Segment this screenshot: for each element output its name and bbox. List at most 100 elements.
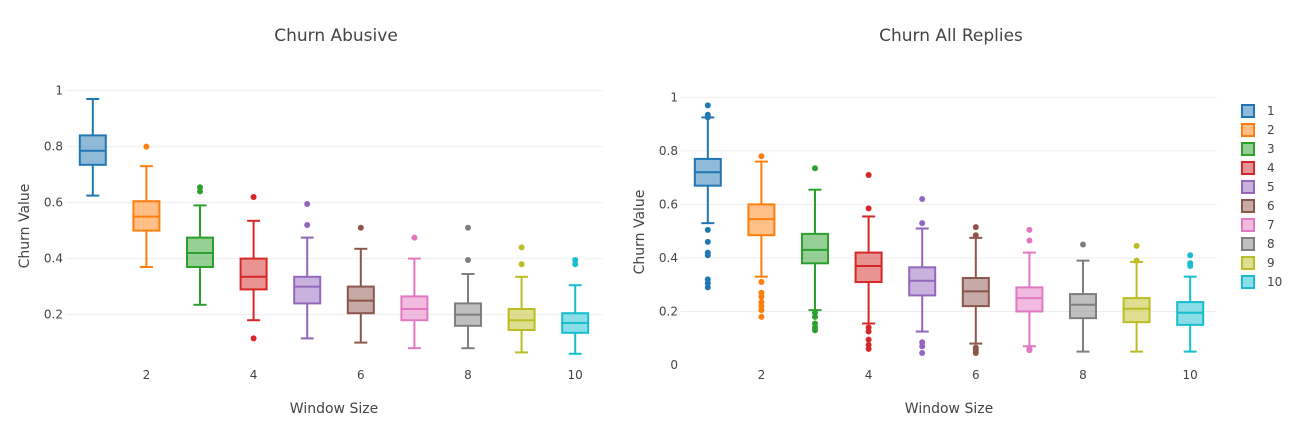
outlier-point xyxy=(411,234,418,241)
box-series-1[interactable] xyxy=(78,98,107,197)
outlier-point xyxy=(758,313,765,320)
box-series-5[interactable] xyxy=(908,196,937,356)
outlier-point xyxy=(704,102,711,109)
outlier-point xyxy=(812,165,818,172)
legend-item-1[interactable]: 1 xyxy=(1241,104,1275,118)
box-series-3[interactable] xyxy=(801,165,829,334)
box-series-5[interactable] xyxy=(293,201,322,340)
outlier-point xyxy=(1026,226,1033,233)
box-series-10[interactable] xyxy=(1176,252,1205,353)
legend-swatch xyxy=(1241,123,1255,137)
outlier-point xyxy=(919,349,926,356)
outlier-point xyxy=(518,244,525,251)
outlier-point xyxy=(812,327,818,334)
legend-label: 4 xyxy=(1267,161,1275,175)
legend-swatch xyxy=(1241,237,1255,251)
box-series-3[interactable] xyxy=(186,184,214,306)
box-series-8[interactable] xyxy=(1069,241,1097,353)
outlier-point xyxy=(865,328,872,335)
box-series-1[interactable] xyxy=(693,102,722,291)
outlier-point xyxy=(972,224,979,231)
box-series-4[interactable] xyxy=(239,194,268,342)
legend-swatch xyxy=(1241,104,1255,118)
legend-item-2[interactable]: 2 xyxy=(1241,123,1275,137)
iqr-box xyxy=(239,257,268,291)
legend-item-7[interactable]: 7 xyxy=(1241,218,1275,232)
legend-item-6[interactable]: 6 xyxy=(1241,199,1275,213)
boxes xyxy=(693,102,1205,356)
outlier-point xyxy=(704,114,711,121)
box-series-10[interactable] xyxy=(561,257,590,355)
legend-swatch xyxy=(1241,218,1255,232)
x-axis-label: Window Size xyxy=(905,401,993,417)
box-series-6[interactable] xyxy=(961,224,990,356)
y-tick-label: 0.2 xyxy=(659,304,678,318)
outlier-point xyxy=(704,252,711,259)
outlier-point xyxy=(919,196,926,203)
chart-title: Churn All Replies xyxy=(879,26,1023,46)
y-ticks: 0 0.2 0.4 0.6 0.8 1 xyxy=(659,90,678,372)
legend-label: 2 xyxy=(1267,123,1275,137)
box-series-6[interactable] xyxy=(346,224,375,344)
iqr-box xyxy=(801,232,829,265)
outlier-point xyxy=(143,143,150,150)
legend-item-10[interactable]: 10 xyxy=(1241,275,1282,289)
outlier-point xyxy=(919,220,926,227)
legend-label: 8 xyxy=(1267,237,1275,251)
outlier-point xyxy=(304,201,311,207)
x-tick-label: 2 xyxy=(143,368,151,382)
outlier-point xyxy=(357,224,364,231)
x-tick-label: 10 xyxy=(1183,368,1198,382)
x-tick-label: 6 xyxy=(357,368,365,382)
outlier-point xyxy=(1026,237,1033,244)
outlier-point xyxy=(1187,262,1194,269)
iqr-box xyxy=(854,251,883,284)
x-tick-label: 8 xyxy=(1079,368,1087,382)
outlier-point xyxy=(465,224,471,231)
box-series-8[interactable] xyxy=(454,224,482,350)
outlier-point xyxy=(465,257,471,263)
outlier-point xyxy=(758,293,765,300)
legend-item-4[interactable]: 4 xyxy=(1241,161,1275,175)
legend-item-3[interactable]: 3 xyxy=(1241,142,1275,156)
legend-label: 6 xyxy=(1267,199,1275,213)
box-series-7[interactable] xyxy=(400,234,429,350)
legend-swatch xyxy=(1241,161,1255,175)
outlier-point xyxy=(572,257,579,263)
chart-title: Churn Abusive xyxy=(274,26,398,46)
y-tick-label: 0.6 xyxy=(44,196,63,210)
legend-item-5[interactable]: 5 xyxy=(1241,180,1275,194)
outlier-point xyxy=(518,261,525,268)
y-tick-label: 1 xyxy=(670,90,678,104)
iqr-box xyxy=(1069,293,1097,320)
box-series-9[interactable] xyxy=(507,244,536,354)
iqr-box xyxy=(1122,297,1151,324)
outlier-point xyxy=(197,188,203,195)
x-ticks: 2 4 6 8 10 xyxy=(143,368,583,382)
legend-item-8[interactable]: 8 xyxy=(1241,237,1275,251)
legend-label: 3 xyxy=(1267,142,1275,156)
y-tick-label: 0.4 xyxy=(659,251,678,265)
x-tick-label: 4 xyxy=(865,368,873,382)
box-series-2[interactable] xyxy=(132,143,161,268)
box-series-2[interactable] xyxy=(747,153,776,320)
x-tick-label: 2 xyxy=(758,368,766,382)
subplot-churn-abusive: Churn Abusive Window Size Churn Value 0.… xyxy=(17,26,602,417)
y-tick-label: 1 xyxy=(55,84,63,98)
box-series-9[interactable] xyxy=(1122,242,1151,353)
x-tick-label: 8 xyxy=(464,368,472,382)
outlier-point xyxy=(1187,252,1194,259)
outlier-point xyxy=(919,343,926,350)
outlier-point xyxy=(1133,257,1140,264)
outlier-point xyxy=(250,335,257,342)
box-series-7[interactable] xyxy=(1015,226,1044,354)
outlier-point xyxy=(865,336,872,343)
legend-swatch xyxy=(1241,142,1255,156)
outlier-point xyxy=(572,261,579,268)
outlier-point xyxy=(865,205,872,212)
box-series-4[interactable] xyxy=(854,171,883,352)
y-tick-label: 0 xyxy=(670,358,678,372)
outlier-point xyxy=(197,184,203,191)
legend-item-9[interactable]: 9 xyxy=(1241,256,1275,270)
